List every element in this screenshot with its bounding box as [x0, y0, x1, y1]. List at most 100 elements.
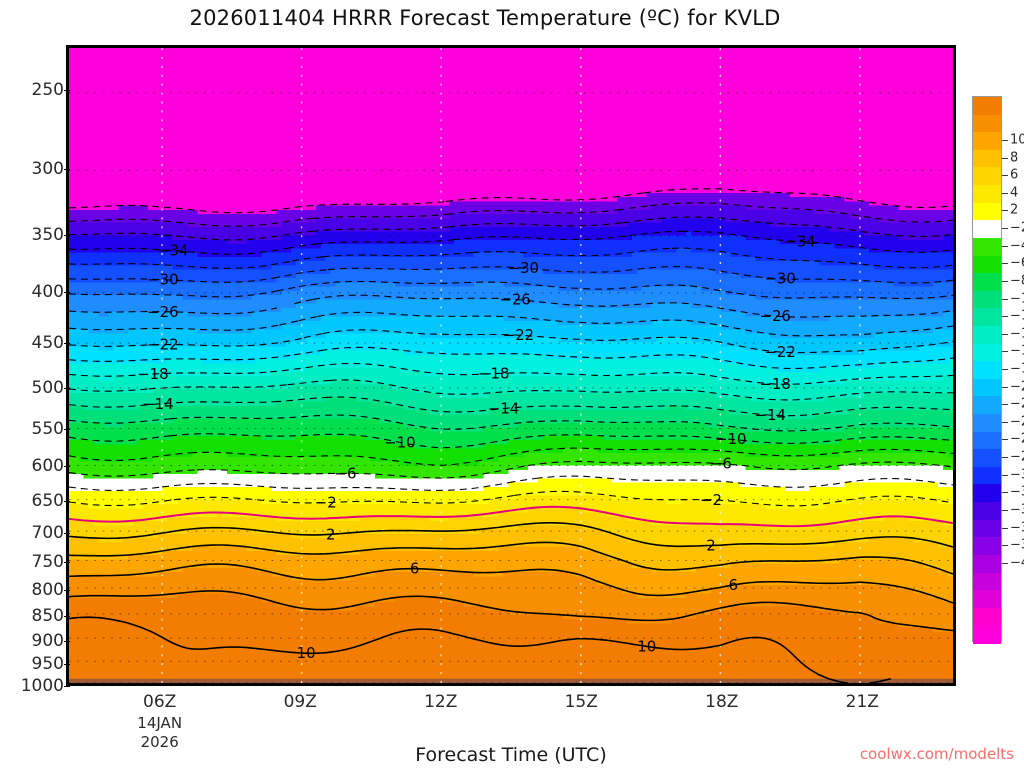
colorbar-tick-mark: [1002, 474, 1008, 476]
colorbar-label-neg20: −20: [1010, 379, 1024, 395]
contour-label-6: 6: [728, 576, 737, 594]
colorbar-band: [973, 519, 1001, 538]
zero-isotherm: [528, 505, 953, 528]
colorbar-tick-mark: [1002, 245, 1008, 247]
y-tick-label-300: 300: [31, 158, 64, 179]
x-axis: 06Z 09Z 12Z 15Z 18Z 21Z 14JAN 2026: [66, 686, 956, 751]
colorbar-tick-mark: [1002, 439, 1008, 441]
colorbar-label-8: 8: [1010, 150, 1019, 166]
contour-line-4: [162, 545, 192, 552]
colorbar-tick-mark: [1002, 421, 1008, 423]
contour-label--2: −2: [700, 491, 722, 509]
y-tick-mark: [64, 342, 70, 344]
contour-label--10: −10: [384, 433, 415, 451]
colorbar-label-neg6: −6: [1010, 255, 1024, 271]
y-tick-mark: [64, 532, 70, 534]
colorbar-band: [973, 590, 1001, 609]
colorbar-tick-mark: [1002, 527, 1008, 529]
colorbar-band: [973, 431, 1001, 450]
contour-line--20: [164, 354, 294, 361]
zero-isotherm: [69, 515, 166, 523]
contour-line--36: [658, 216, 953, 238]
y-tick-mark: [64, 686, 70, 687]
zero-isotherm: [165, 511, 217, 518]
contour-line--32: [472, 247, 673, 257]
contour-label-2: 2: [706, 536, 715, 554]
colorbar-label-neg38: −38: [1010, 537, 1024, 553]
contour-line--40: [445, 196, 613, 202]
x-tick-label-09Z: 09Z: [283, 692, 317, 712]
colorbar-label-neg2: −2: [1010, 220, 1024, 236]
contour-line-4: [191, 541, 953, 575]
contour-label-10: 10: [637, 637, 656, 655]
colorbar-label-4: 4: [1010, 185, 1019, 201]
contour-line--20: [320, 346, 953, 370]
colorbar-band: [973, 484, 1001, 503]
colorbar-band: [973, 149, 1001, 169]
contour-line--30: [295, 269, 328, 275]
contour-line--30: [272, 273, 296, 279]
y-tick-mark: [64, 500, 70, 502]
colorbar-label-neg36: −36: [1010, 520, 1024, 536]
y-tick-label-1000: 1000: [20, 676, 64, 696]
colorbar-band: [973, 378, 1001, 397]
contour-label--30: −30: [147, 271, 178, 289]
contour-label--22: −22: [764, 343, 795, 361]
y-tick-mark: [64, 429, 70, 431]
contour-line--2: [173, 494, 515, 504]
contour-line--4: [508, 477, 536, 484]
colorbar-tick-mark: [1002, 157, 1008, 159]
contour-label--6: −6: [710, 455, 732, 473]
contour-label--2: −2: [315, 494, 337, 512]
colorbar-tick-mark: [1002, 492, 1008, 494]
contour-line--28: [298, 281, 334, 288]
contour-line--36: [69, 230, 312, 241]
contour-line--22: [303, 332, 324, 339]
contour-line--8: [190, 448, 559, 466]
colorbar-label-neg26: −26: [1010, 431, 1024, 447]
colorbar-tick-mark: [1002, 333, 1008, 335]
y-tick-mark: [64, 466, 70, 468]
y-tick-mark: [64, 640, 70, 642]
contour-line--38: [649, 202, 953, 223]
colorbar-band: [973, 537, 1001, 556]
colorbar-band: [973, 396, 1001, 415]
contour-label--26: −26: [499, 290, 530, 308]
contour-label-2: 2: [326, 525, 335, 543]
contour-line--28: [333, 280, 953, 300]
plot-inner: −34 −34 −30 −30 −30 −26 −26 −26 −22 −22 −22 −18 −18−…: [69, 48, 953, 683]
contour-line-8: [69, 592, 177, 598]
colorbar-tick-mark: [1002, 562, 1008, 564]
contour-layer: −34−34−30−30−30−26−26−26−22−22−22−18−18−…: [69, 188, 953, 683]
x-tick-label-06Z: 06Z: [143, 692, 177, 712]
contour-line-4: [125, 550, 163, 556]
contour-label--26: −26: [760, 307, 791, 325]
contour-line--32: [671, 247, 953, 269]
y-tick-label-600: 600: [31, 456, 64, 477]
page-title: 2026011404 HRRR Forecast Temperature (ºC…: [189, 6, 781, 30]
y-tick-label-850: 850: [31, 606, 64, 627]
colorbar-band: [973, 97, 1001, 116]
colorbar-band: [973, 343, 1001, 362]
x-tick-label-18Z: 18Z: [705, 692, 739, 712]
colorbar-tick-mark: [1002, 280, 1008, 282]
contour-label--18: −18: [478, 365, 509, 383]
contour-line--24: [69, 324, 280, 331]
colorbar-band: [973, 308, 1001, 327]
y-tick-label-500: 500: [31, 378, 64, 399]
contour-line--4: [69, 486, 163, 492]
contour-line--10: [69, 435, 171, 442]
colorbar-label-neg8: −8: [1010, 273, 1024, 289]
contour-label--26: −26: [147, 303, 178, 321]
y-axis: 250 300 350 400 450 500 550 600 650 700 750 800 850 9…: [0, 45, 70, 696]
contour-label--14: −14: [488, 400, 519, 418]
contour-line--6: [527, 460, 953, 471]
x-tick-label-21Z: 21Z: [845, 692, 879, 712]
y-tick-label-750: 750: [31, 552, 64, 573]
watermark: coolwx.com/modelts: [859, 745, 1014, 763]
contour-line--20: [293, 350, 321, 356]
colorbar-band: [973, 572, 1001, 591]
colorbar-tick-mark: [1002, 457, 1008, 459]
colorbar-label-neg28: −28: [1010, 449, 1024, 465]
